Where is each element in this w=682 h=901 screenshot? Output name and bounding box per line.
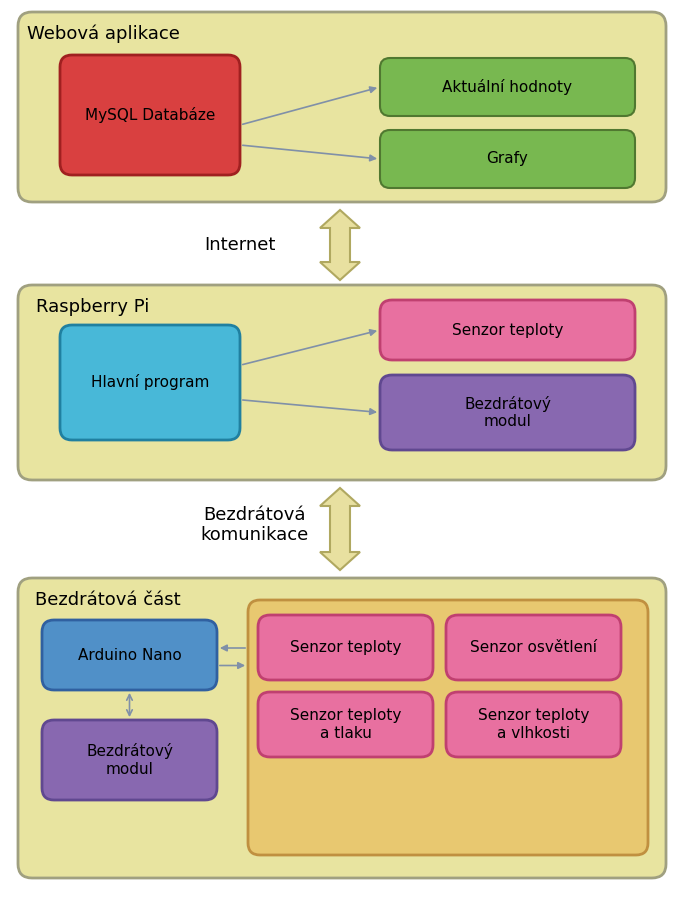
- Text: Arduino Nano: Arduino Nano: [78, 648, 181, 662]
- FancyBboxPatch shape: [42, 720, 217, 800]
- Text: Grafy: Grafy: [487, 151, 529, 167]
- Text: Webová aplikace: Webová aplikace: [27, 24, 179, 43]
- Text: Senzor teploty
a tlaku: Senzor teploty a tlaku: [290, 708, 401, 741]
- FancyBboxPatch shape: [380, 375, 635, 450]
- FancyBboxPatch shape: [18, 578, 666, 878]
- FancyBboxPatch shape: [446, 692, 621, 757]
- Text: Bezdrátový
modul: Bezdrátový modul: [464, 396, 551, 429]
- Text: Bezdrátová
komunikace: Bezdrátová komunikace: [201, 505, 309, 544]
- Text: Raspberry Pi: Raspberry Pi: [36, 298, 149, 316]
- Text: Senzor teploty: Senzor teploty: [290, 640, 401, 655]
- Text: Aktuální hodnoty: Aktuální hodnoty: [443, 79, 572, 95]
- Text: Internet: Internet: [205, 236, 276, 254]
- FancyBboxPatch shape: [18, 12, 666, 202]
- Text: MySQL Databáze: MySQL Databáze: [85, 107, 216, 123]
- FancyBboxPatch shape: [60, 55, 240, 175]
- Text: Bezdrátová část: Bezdrátová část: [35, 591, 181, 609]
- FancyBboxPatch shape: [258, 615, 433, 680]
- Text: Senzor teploty
a vlhkosti: Senzor teploty a vlhkosti: [478, 708, 589, 741]
- Polygon shape: [320, 488, 360, 570]
- Text: Hlavní program: Hlavní program: [91, 375, 209, 390]
- Text: Bezdrátový
modul: Bezdrátový modul: [86, 743, 173, 777]
- FancyBboxPatch shape: [380, 58, 635, 116]
- Polygon shape: [320, 210, 360, 280]
- FancyBboxPatch shape: [18, 285, 666, 480]
- FancyBboxPatch shape: [248, 600, 648, 855]
- Text: Senzor osvětlení: Senzor osvětlení: [470, 640, 597, 655]
- FancyBboxPatch shape: [60, 325, 240, 440]
- FancyBboxPatch shape: [380, 130, 635, 188]
- FancyBboxPatch shape: [42, 620, 217, 690]
- FancyBboxPatch shape: [446, 615, 621, 680]
- FancyBboxPatch shape: [258, 692, 433, 757]
- FancyBboxPatch shape: [380, 300, 635, 360]
- Text: Senzor teploty: Senzor teploty: [451, 323, 563, 338]
